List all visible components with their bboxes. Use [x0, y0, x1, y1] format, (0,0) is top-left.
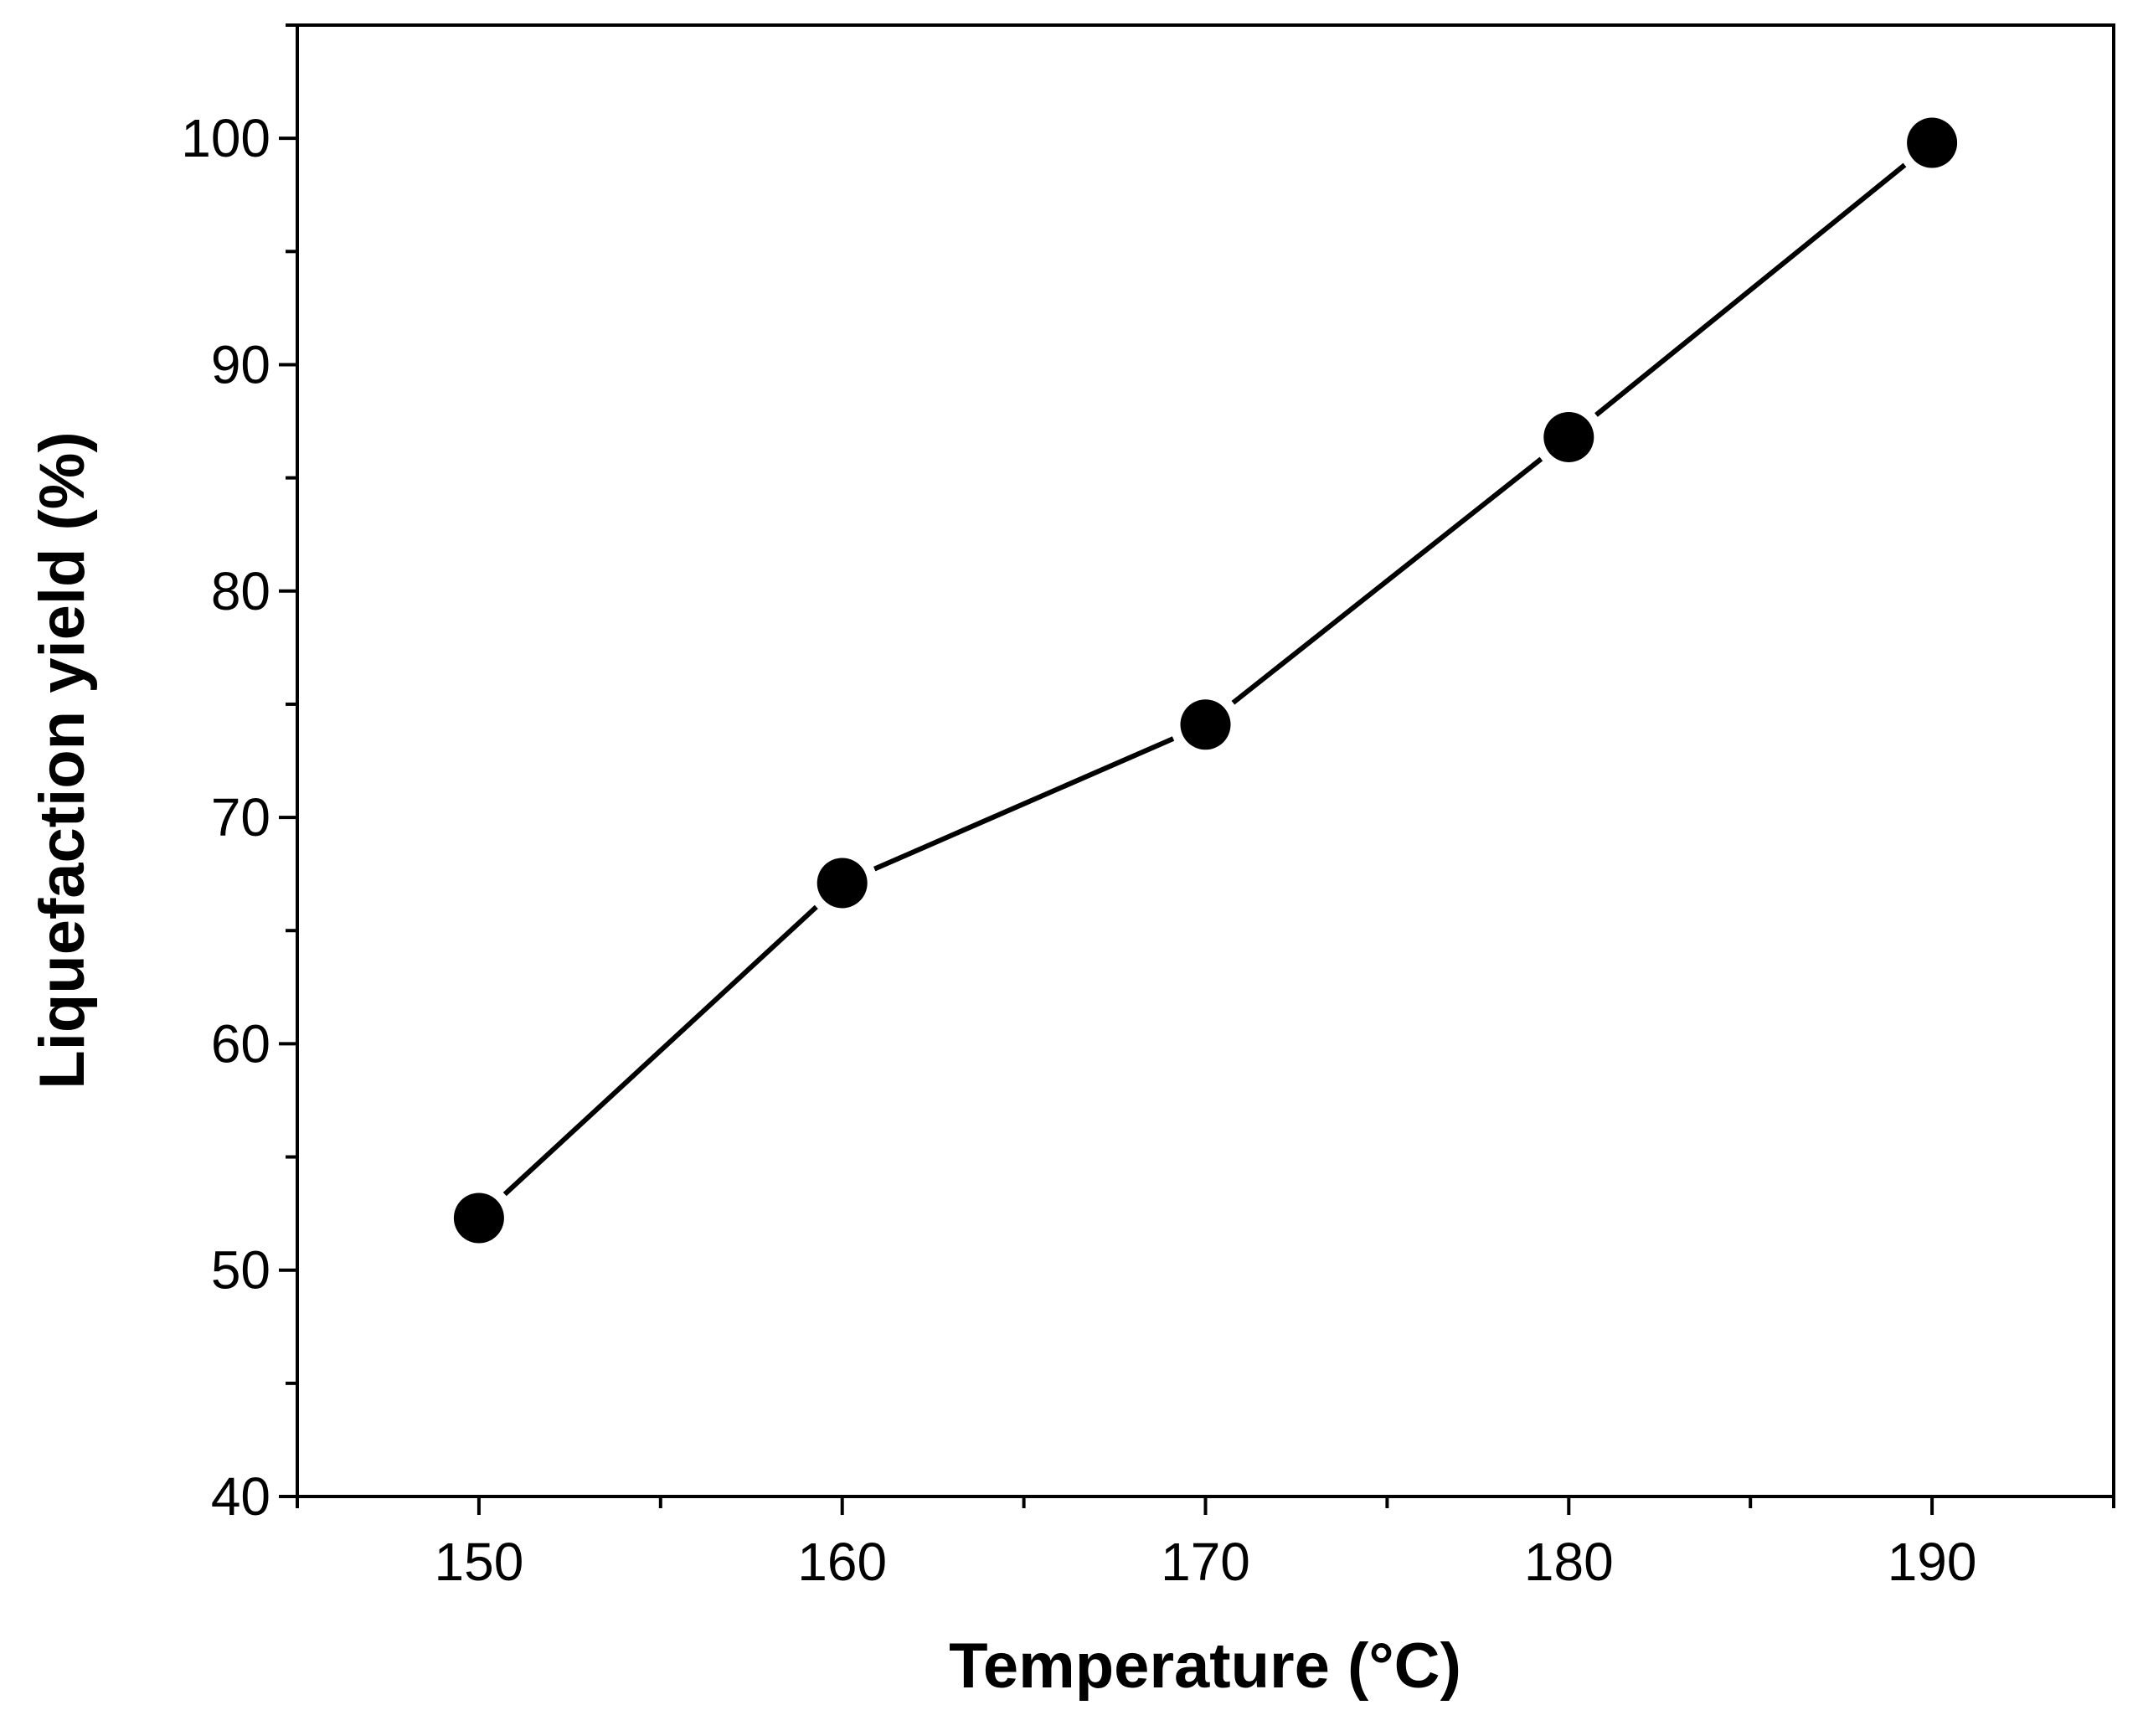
- x-tick-label: 150: [435, 1532, 524, 1592]
- data-point: [1907, 117, 1958, 168]
- series-line-segment: [502, 904, 818, 1197]
- y-axis-ticks: 40 50 60 70 80 90 100: [181, 23, 297, 1527]
- data-point: [453, 1193, 504, 1244]
- y-tick-label: 60: [211, 1013, 270, 1074]
- y-tick-label: 70: [211, 787, 270, 847]
- series-line-segment: [1594, 162, 1907, 417]
- y-axis-title: Liquefaction yield (%): [27, 431, 98, 1089]
- y-tick-label: 40: [211, 1466, 270, 1527]
- x-tick-label: 170: [1161, 1532, 1250, 1592]
- data-point: [1180, 699, 1231, 750]
- x-tick-label: 160: [797, 1532, 887, 1592]
- x-axis-title: Temperature (°C): [949, 1630, 1461, 1702]
- series-liquefaction-yield: [453, 117, 1958, 1244]
- data-point: [1543, 411, 1594, 462]
- y-tick-label: 50: [211, 1240, 270, 1301]
- x-tick-label: 190: [1888, 1532, 1977, 1592]
- x-axis-ticks: 150 160 170 180 190: [296, 1496, 2115, 1592]
- y-tick-label: 80: [211, 561, 270, 621]
- data-point: [817, 858, 868, 909]
- series-line-segment: [873, 736, 1175, 872]
- x-tick-label: 180: [1524, 1532, 1614, 1592]
- y-tick-label: 90: [211, 334, 270, 394]
- plot-area: [296, 23, 2115, 1498]
- series-line-segment: [1231, 456, 1543, 705]
- y-tick-label: 100: [181, 108, 270, 168]
